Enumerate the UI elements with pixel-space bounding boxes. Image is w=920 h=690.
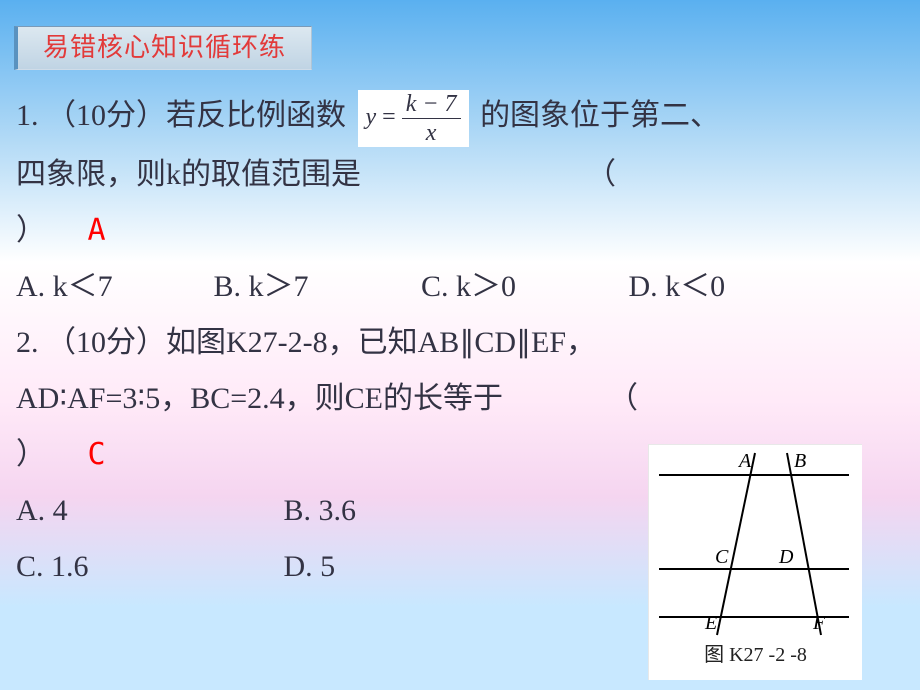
svg-text:F: F <box>812 612 826 634</box>
q1-close-paren: ） <box>16 214 46 247</box>
q1-options: A. k＜7 B. k＞7 C. k＞0 D. k＜0 <box>16 259 904 315</box>
q1-line1: 1. （10分）若反比例函数 y = k − 7 x 的图象位于第二、 <box>16 88 904 147</box>
q1-opt-a: A. k＜7 <box>16 259 206 315</box>
formula-den: x <box>402 119 461 145</box>
svg-text:B: B <box>794 450 806 472</box>
content-area: 1. （10分）若反比例函数 y = k − 7 x 的图象位于第二、 四象限，… <box>16 88 904 680</box>
figure-k27-2-8: A B C D E F 图 K27 -2 -8 <box>648 444 862 680</box>
q1-formula: y = k − 7 x <box>358 90 469 147</box>
q2-line1: 2. （10分）如图K27-2-8，已知AB∥CD∥EF， <box>16 315 904 371</box>
q1-text-1a: 1. （10分）若反比例函数 <box>16 99 354 132</box>
svg-text:D: D <box>778 546 794 568</box>
q2-opt-d: D. 5 <box>284 539 336 595</box>
svg-text:E: E <box>704 612 717 634</box>
q1-opt-c: C. k＞0 <box>421 259 621 315</box>
figure-svg: A B C D E F <box>649 445 863 645</box>
q1-line3: ） A <box>16 203 904 259</box>
q1-answer: A <box>88 213 106 248</box>
q1-opt-d: D. k＜0 <box>629 259 726 315</box>
section-title: 易错核心知识循环练 <box>43 33 286 62</box>
formula-num: k − 7 <box>402 92 461 119</box>
figure-caption: 图 K27 -2 -8 <box>649 643 862 667</box>
section-header: 易错核心知识循环练 <box>14 26 312 70</box>
formula-fraction: k − 7 x <box>402 92 461 145</box>
svg-text:C: C <box>715 546 729 568</box>
q1-line2: 四象限，则k的取值范围是 （ <box>16 147 904 203</box>
formula-lhs: y <box>366 104 377 130</box>
q2-opt-a: A. 4 <box>16 483 276 539</box>
q2-answer: C <box>88 437 106 472</box>
q1-text-1b: 的图象位于第二、 <box>480 99 720 132</box>
q2-close-paren: ） <box>16 438 46 471</box>
svg-text:A: A <box>737 450 752 472</box>
q2-line2: AD∶AF=3∶5，BC=2.4，则CE的长等于 （ <box>16 371 904 427</box>
q2-opt-c: C. 1.6 <box>16 539 276 595</box>
q2-opt-b: B. 3.6 <box>284 483 357 539</box>
formula-eq: = <box>382 104 396 130</box>
q1-opt-b: B. k＞7 <box>214 259 414 315</box>
